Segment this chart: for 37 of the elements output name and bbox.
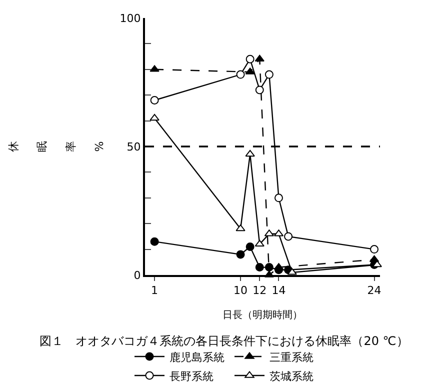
point: [236, 70, 245, 79]
x-tick-label: 14: [272, 284, 286, 298]
point: [245, 150, 255, 157]
legend-label: 三重系統: [270, 350, 314, 364]
point: [274, 194, 283, 202]
point: [246, 54, 254, 64]
y-tick-label: 50: [126, 140, 141, 154]
point: [236, 224, 246, 232]
point: [150, 114, 160, 121]
point: [264, 70, 274, 79]
text: 図１ オオタバコガ４系統の各日長条件下における休眠率（20 ℃）: [40, 334, 408, 348]
y-tick-label: 0: [134, 268, 141, 282]
point: [254, 240, 264, 247]
text: 休眠率%: [7, 141, 106, 152]
y-tick-label: 100: [120, 12, 141, 25]
x-tick-label: 10: [234, 284, 248, 298]
point: [287, 268, 297, 275]
x-tick-label: 1: [151, 284, 158, 298]
legend-label: 鹿児島系統: [170, 350, 224, 364]
point: [150, 65, 160, 72]
point: [150, 96, 159, 104]
point: [246, 242, 254, 251]
point: [372, 260, 382, 268]
point: [255, 86, 264, 94]
point: [150, 237, 159, 246]
point: [245, 68, 255, 74]
x-tick-label: 12: [252, 284, 267, 298]
point: [236, 250, 245, 259]
legend-label: 茨城系統: [270, 370, 314, 383]
x-axis-title: 日長（明期時間）: [222, 309, 302, 322]
point: [254, 54, 264, 62]
point: [284, 232, 293, 241]
point: [370, 245, 379, 254]
x-tick-label: 24: [367, 284, 382, 298]
legend-label: 長野系統: [170, 370, 214, 383]
point: [255, 263, 264, 272]
point: [264, 263, 274, 272]
